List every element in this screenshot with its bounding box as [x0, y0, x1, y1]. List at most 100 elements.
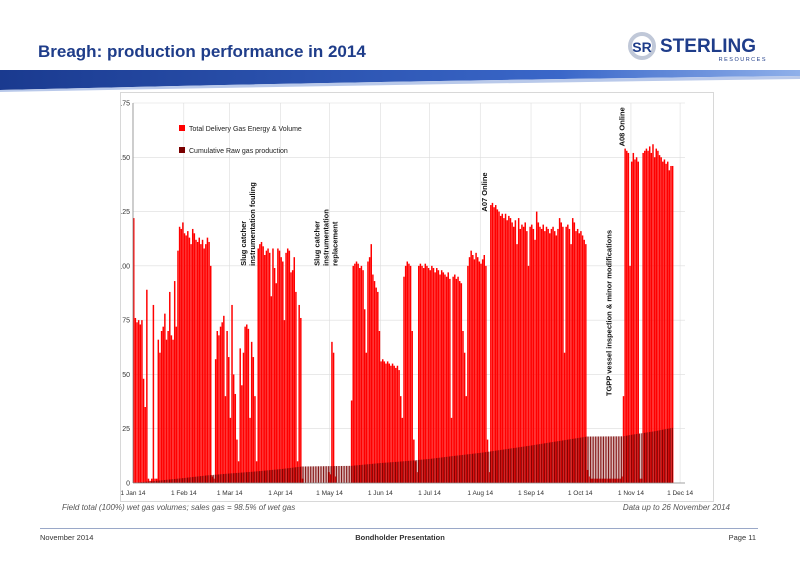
cumulative-production-bar	[362, 464, 364, 483]
daily-production-bar	[275, 283, 277, 483]
cumulative-production-bar	[193, 476, 195, 483]
cumulative-production-bar	[183, 478, 185, 483]
daily-production-bar	[522, 226, 525, 483]
legend-label: Total Delivery Gas Energy & Volume	[189, 126, 302, 133]
daily-production-bar	[531, 224, 533, 483]
cumulative-production-bar	[375, 463, 377, 483]
cumulative-production-bar	[660, 430, 662, 483]
daily-production-bar	[264, 255, 266, 483]
daily-production-bar	[259, 244, 261, 483]
daily-production-bar	[250, 341, 253, 483]
daily-production-bar	[183, 233, 186, 483]
cumulative-production-bar	[211, 474, 213, 483]
daily-production-bar	[232, 374, 235, 483]
cumulative-production-bar	[452, 456, 454, 483]
daily-production-bar	[648, 146, 651, 483]
daily-production-bar	[231, 304, 233, 483]
daily-production-bar	[144, 407, 146, 483]
cumulative-production-bar	[231, 473, 233, 483]
cumulative-production-bar	[575, 438, 577, 483]
daily-production-bar	[219, 326, 222, 483]
cumulative-production-bar	[254, 471, 256, 483]
cumulative-production-bar	[504, 449, 506, 483]
daily-production-bar	[193, 233, 196, 483]
daily-production-bar	[526, 231, 528, 483]
daily-production-bar	[244, 326, 246, 483]
cumulative-production-bar	[316, 466, 318, 483]
cumulative-production-bar	[509, 448, 511, 483]
cumulative-production-bar	[422, 459, 424, 483]
cumulative-production-bar	[431, 458, 433, 483]
daily-production-bar	[154, 478, 156, 483]
cumulative-production-bar	[550, 442, 552, 483]
cumulative-production-bar	[190, 477, 192, 483]
daily-production-bar	[196, 241, 199, 483]
daily-production-bar	[185, 235, 187, 483]
cumulative-production-bar	[326, 466, 328, 483]
daily-production-bar	[272, 248, 274, 483]
daily-production-bar	[398, 370, 400, 483]
cumulative-production-bar	[164, 479, 166, 483]
daily-production-bar	[385, 363, 387, 483]
cumulative-production-bar	[436, 458, 437, 483]
cumulative-production-bar	[388, 462, 390, 483]
daily-production-bar	[265, 250, 268, 483]
cumulative-production-bar	[327, 466, 329, 483]
cumulative-production-bar	[298, 466, 300, 483]
cumulative-production-bar	[481, 452, 483, 483]
cumulative-production-bar	[490, 451, 491, 483]
cumulative-production-bar	[442, 457, 444, 483]
daily-production-bar	[205, 244, 207, 483]
cumulative-production-bar	[519, 447, 521, 483]
chart-annotation: A08 Online	[617, 107, 626, 146]
cumulative-production-bar	[665, 429, 667, 483]
cumulative-production-bar	[182, 478, 184, 483]
cumulative-production-bar	[427, 459, 429, 483]
x-tick-label: 1 Oct 14	[568, 490, 593, 497]
chart-annotation: A07 Online	[480, 172, 489, 211]
daily-production-bar	[377, 291, 379, 483]
daily-production-bar	[575, 231, 577, 483]
cumulative-production-bar	[549, 442, 550, 483]
daily-production-bar	[555, 235, 558, 483]
cumulative-production-bar	[585, 436, 586, 483]
cumulative-production-bar	[200, 476, 202, 483]
cumulative-production-bar	[378, 463, 380, 483]
x-tick-label: 1 Aug 14	[467, 490, 493, 497]
cumulative-production-bar	[547, 442, 549, 483]
cumulative-production-bar	[223, 474, 224, 483]
daily-production-bar	[436, 268, 438, 483]
cumulative-production-bar	[295, 467, 297, 483]
daily-production-bar	[534, 239, 536, 483]
daily-production-bar	[552, 226, 554, 483]
daily-production-bar	[558, 218, 561, 483]
cumulative-production-bar	[503, 449, 505, 483]
cumulative-production-bar	[617, 436, 619, 483]
daily-production-bar	[421, 265, 423, 483]
cumulative-production-bar	[637, 433, 639, 483]
cumulative-production-bar	[354, 465, 356, 483]
daily-production-bar	[332, 352, 335, 483]
cumulative-production-bar	[367, 464, 369, 483]
daily-production-bar	[449, 278, 451, 483]
cumulative-production-bar	[432, 458, 434, 483]
cumulative-production-bar	[344, 465, 346, 483]
cumulative-production-bar	[531, 445, 532, 483]
cumulative-production-bar	[291, 467, 293, 483]
cumulative-production-bar	[540, 443, 542, 483]
cumulative-production-bar	[201, 475, 203, 483]
legend-label: Cumulative Raw gas production	[189, 148, 288, 155]
daily-production-bar	[147, 478, 150, 483]
cumulative-production-bar	[205, 475, 206, 483]
daily-production-bar	[652, 144, 654, 483]
daily-production-bar	[208, 241, 210, 483]
cumulative-production-bar	[635, 434, 637, 483]
cumulative-production-bar	[598, 436, 600, 483]
cumulative-production-bar	[555, 441, 557, 483]
daily-production-bar	[630, 161, 633, 483]
daily-production-bar	[550, 228, 553, 483]
cumulative-production-bar	[386, 462, 388, 483]
daily-production-bar	[404, 265, 407, 483]
cumulative-production-bar	[480, 452, 482, 483]
cumulative-production-bar	[632, 434, 634, 483]
